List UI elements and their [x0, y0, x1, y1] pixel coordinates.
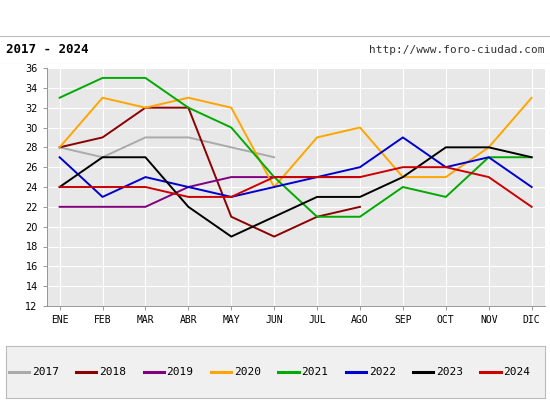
Text: 2019: 2019: [167, 367, 194, 377]
Text: 2017 - 2024: 2017 - 2024: [6, 44, 88, 56]
Text: 2017: 2017: [32, 367, 59, 377]
Text: 2018: 2018: [99, 367, 126, 377]
Text: http://www.foro-ciudad.com: http://www.foro-ciudad.com: [369, 45, 544, 55]
Text: Evolucion del paro registrado en Villaescusa de Haro: Evolucion del paro registrado en Villaes…: [82, 10, 468, 26]
Text: 2023: 2023: [436, 367, 463, 377]
Text: 2020: 2020: [234, 367, 261, 377]
Text: 2022: 2022: [368, 367, 395, 377]
Text: 2021: 2021: [301, 367, 328, 377]
Text: 2024: 2024: [503, 367, 530, 377]
